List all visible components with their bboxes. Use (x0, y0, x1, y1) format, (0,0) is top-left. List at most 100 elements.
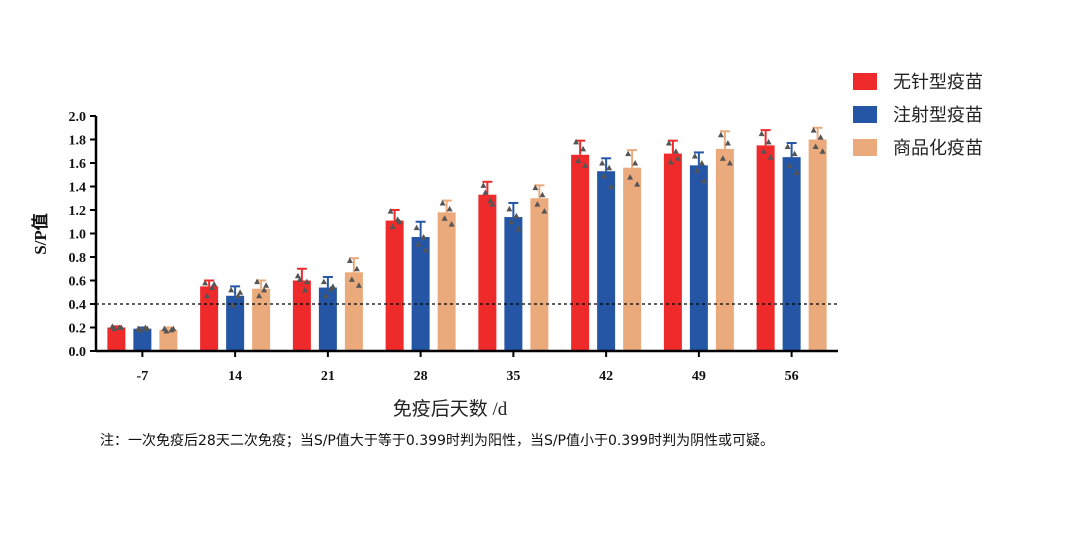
bar-2-4 (530, 198, 549, 351)
x-tick-label-5: 42 (599, 369, 613, 384)
x-tick-label-6: 49 (692, 369, 706, 384)
data-point-2-3-3 (448, 221, 455, 227)
data-point-2-2-0 (346, 257, 353, 264)
data-point-2-6-3 (726, 160, 733, 166)
data-point-2-0-2 (163, 328, 170, 334)
y-tick-label-10: 2.0 (69, 110, 87, 125)
data-point-2-4-3 (541, 208, 548, 214)
data-point-1-4-2 (508, 218, 515, 225)
bar-0-2 (292, 280, 311, 351)
y-tick-label-3: 0.6 (69, 275, 87, 290)
bar-0-4 (478, 194, 497, 351)
y-tick-label-4: 0.8 (69, 251, 87, 266)
data-point-1-7-0 (784, 143, 791, 150)
bar-0-1 (200, 286, 219, 351)
data-point-0-5-3 (582, 162, 589, 168)
y-tick-label-6: 1.2 (69, 204, 87, 219)
legend-label-0: 无针型疫苗 (893, 72, 983, 92)
data-point-0-1-3 (211, 281, 218, 287)
data-point-2-1-0 (254, 278, 261, 285)
data-point-0-7-2 (760, 148, 767, 154)
x-tick-label-1: 14 (228, 369, 242, 384)
data-point-0-2-3 (303, 278, 310, 285)
data-point-2-7-2 (812, 143, 819, 150)
y-tick-label-2: 0.4 (69, 298, 87, 313)
legend-label-2: 商品化疫苗 (893, 138, 983, 158)
data-point-1-5-3 (608, 183, 615, 189)
bar-2-0 (159, 329, 178, 351)
data-point-0-2-0 (294, 272, 301, 279)
data-point-1-3-2 (415, 241, 422, 247)
y-axis-title: S/P值 (30, 213, 50, 255)
data-point-1-0-2 (137, 326, 144, 333)
data-point-1-2-3 (329, 283, 336, 289)
data-point-0-5-1 (580, 145, 587, 152)
data-point-2-1-3 (263, 282, 270, 288)
bar-2-7 (808, 139, 827, 351)
data-point-2-5-2 (627, 174, 634, 180)
data-point-2-1-1 (261, 286, 268, 293)
y-tick-label-8: 1.6 (69, 157, 87, 172)
data-point-2-2-1 (353, 265, 360, 272)
bar-1-1 (226, 295, 245, 351)
data-point-1-3-0 (413, 224, 420, 231)
chart-footnote: 注：一次免疫后28天二次免疫；当S/P值大于等于0.399时判为阳性，当S/P值… (100, 433, 775, 449)
y-tick-label-1: 0.2 (69, 322, 87, 337)
data-point-2-4-0 (532, 184, 539, 191)
bar-0-3 (385, 220, 404, 351)
data-point-2-3-0 (439, 199, 446, 206)
data-point-1-1-1 (235, 292, 242, 299)
data-point-0-7-3 (767, 154, 774, 160)
data-point-0-1-0 (202, 279, 209, 286)
data-point-1-4-3 (515, 225, 522, 232)
y-tick-label-0: 0.0 (69, 345, 87, 360)
bar-1-3 (411, 237, 430, 351)
y-tick-label-9: 1.8 (69, 134, 87, 149)
data-point-2-3-2 (441, 215, 448, 221)
legend-swatch-0 (853, 73, 877, 90)
data-point-1-6-3 (700, 177, 707, 184)
data-point-2-1-2 (256, 292, 263, 299)
data-point-2-2-2 (348, 276, 355, 282)
data-point-1-2-2 (322, 292, 329, 299)
data-point-1-6-1 (698, 160, 705, 166)
data-point-0-3-3 (396, 218, 403, 225)
data-point-1-3-1 (420, 234, 427, 240)
data-point-0-5-2 (575, 157, 582, 164)
data-point-1-7-3 (793, 169, 800, 175)
x-tick-label-2: 21 (321, 369, 335, 384)
x-tick-label-4: 35 (506, 369, 520, 384)
data-point-0-3-0 (387, 208, 394, 214)
bar-1-6 (689, 165, 708, 351)
data-point-1-5-2 (601, 172, 608, 179)
data-point-1-4-1 (513, 212, 520, 219)
data-point-0-6-0 (665, 140, 672, 146)
data-point-1-6-0 (691, 152, 698, 159)
data-point-0-1-1 (209, 284, 216, 291)
data-point-1-5-0 (599, 160, 606, 166)
legend-swatch-1 (853, 106, 877, 123)
bar-1-7 (782, 157, 801, 351)
bar-2-3 (437, 212, 456, 351)
legend-swatch-2 (853, 139, 877, 156)
bar-1-0 (133, 328, 152, 351)
x-tick-label-3: 28 (414, 369, 428, 384)
data-point-1-1-0 (228, 286, 235, 293)
bar-0-0 (107, 327, 126, 351)
data-point-1-6-2 (693, 167, 700, 173)
data-point-0-4-3 (489, 201, 496, 207)
y-tick-label-7: 1.4 (69, 181, 87, 196)
data-point-0-1-2 (204, 292, 211, 299)
data-point-0-6-2 (667, 158, 674, 165)
data-point-2-6-0 (717, 131, 724, 138)
data-point-2-4-2 (534, 201, 541, 207)
data-point-0-6-1 (672, 148, 679, 154)
data-point-0-5-0 (573, 138, 580, 145)
data-point-0-2-2 (296, 276, 303, 282)
data-point-2-4-1 (539, 191, 546, 198)
data-point-2-5-1 (632, 160, 639, 166)
data-point-2-5-3 (634, 181, 641, 187)
data-point-1-7-2 (786, 162, 793, 168)
data-point-0-4-1 (487, 197, 494, 204)
